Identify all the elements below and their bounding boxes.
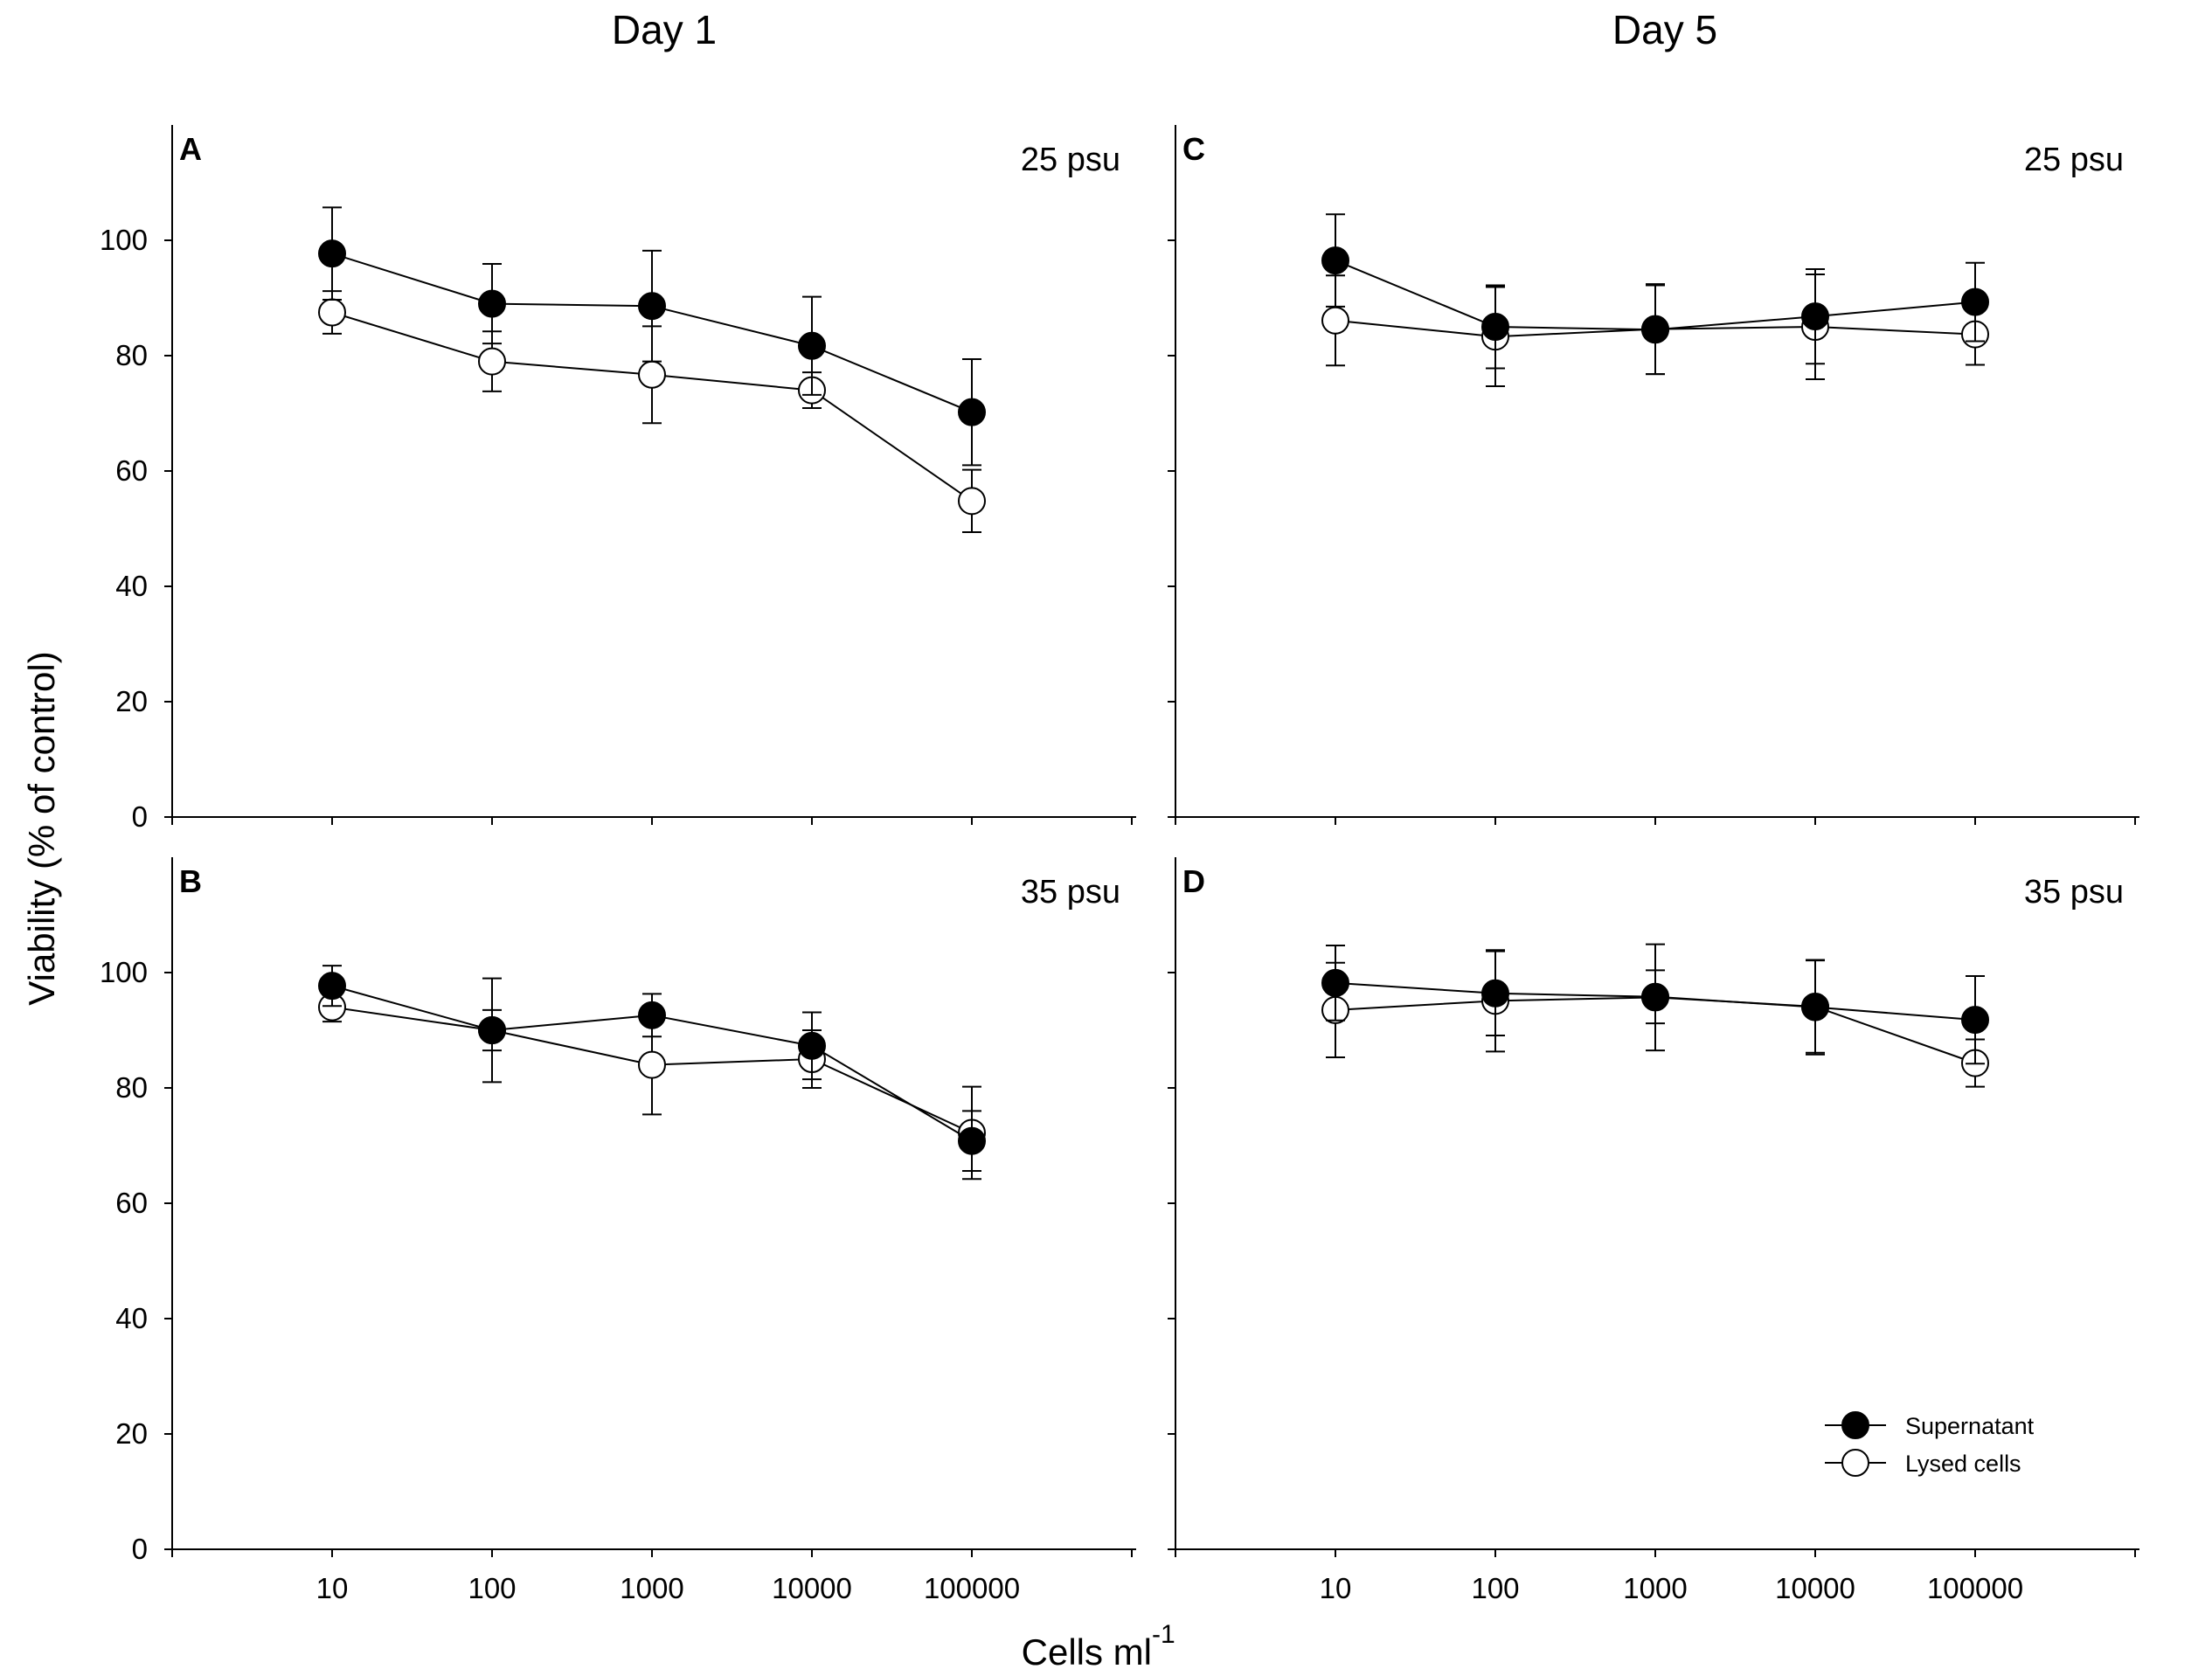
panel-a-lysed-cells-point	[638, 360, 666, 389]
legend: Supernatant Lysed cells	[1825, 1411, 2035, 1477]
panel-a-supernatant-point	[318, 239, 346, 268]
y-axis-title: Viability (% of control)	[21, 651, 62, 1005]
panel-d-supernatant-point	[1321, 968, 1349, 997]
x-axis-title-superscript: -1	[1152, 1620, 1175, 1649]
panel-a-y-tick-label: 80	[115, 339, 148, 371]
panel-b-y-tick-label: 40	[115, 1302, 148, 1334]
panel-a-lysed-cells-point	[478, 347, 506, 376]
panel-d-supernatant-point	[1641, 982, 1669, 1011]
panel-a-supernatant-point	[798, 331, 826, 360]
x-axis-title: Cells ml	[1022, 1631, 1152, 1673]
panel-d-x-tick-label: 100000	[1927, 1572, 2023, 1604]
panel-a-lysed-cells-point	[318, 298, 346, 327]
panel-a-y-tick-label: 60	[115, 454, 148, 487]
panel-b-y-tick-label: 0	[132, 1533, 148, 1565]
x-axis-title-main: Cells ml	[1022, 1631, 1152, 1673]
panel-b-supernatant-point	[798, 1031, 826, 1060]
panel-d-x-tick-label: 1000	[1623, 1572, 1687, 1604]
panel-a-salinity-label: 25 psu	[1021, 142, 1120, 178]
panel-a-y-tick-label: 100	[100, 224, 148, 256]
panel-d-salinity-label: 35 psu	[2024, 874, 2124, 911]
panel-c-supernatant-point	[1641, 315, 1669, 344]
column-title-day5: Day 5	[1612, 7, 1717, 52]
panel-c-letter: C	[1182, 131, 1205, 167]
panel-b-salinity-label: 35 psu	[1021, 874, 1120, 911]
panel-a-supernatant-point	[478, 289, 506, 318]
panel-b-letter: B	[179, 863, 202, 899]
panel-d-letter: D	[1182, 863, 1205, 899]
panel-b-supernatant-point	[638, 1001, 666, 1029]
panel-b-x-tick-label: 1000	[620, 1572, 683, 1604]
panel-c-salinity-label: 25 psu	[2024, 142, 2124, 178]
panel-b-supernatant-point	[478, 1016, 506, 1044]
panel-c-supernatant-point	[1961, 287, 1989, 316]
panel-c-lysed-cells-point	[1321, 306, 1349, 335]
panel-A: 0 20 40 60 80 100 A 25 psu	[100, 125, 1136, 833]
panel-c-supernatant-point	[1481, 313, 1509, 341]
panel-a-lysed-cells-point	[958, 487, 986, 516]
panel-a-y-tick-label: 40	[115, 570, 148, 602]
legend-supernatant-marker	[1841, 1411, 1869, 1439]
legend-lysed-label: Lysed cells	[1905, 1451, 2021, 1477]
panel-a-letter: A	[179, 131, 202, 167]
panel-b-y-tick-label: 80	[115, 1071, 148, 1104]
panel-c-supernatant-point	[1321, 246, 1349, 275]
panel-d-x-tick-label: 10	[1320, 1572, 1352, 1604]
panel-b-y-tick-label: 20	[115, 1417, 148, 1450]
panel-b-lysed-cells-point	[638, 1050, 666, 1079]
panel-d-supernatant-point	[1481, 979, 1509, 1008]
panel-D: 10 100 1000 10000 100000 D 35 psu	[1168, 857, 2139, 1604]
panel-b-x-tick-label: 100	[468, 1572, 516, 1604]
panel-d-supernatant-point	[1801, 993, 1829, 1022]
column-title-day1: Day 1	[612, 7, 717, 52]
panel-a-supernatant-point	[958, 398, 986, 426]
panel-b-x-tick-label: 100000	[924, 1572, 1020, 1604]
panel-d-x-tick-label: 10000	[1775, 1572, 1855, 1604]
panel-b-x-tick-label: 10000	[772, 1572, 852, 1604]
legend-supernatant-label: Supernatant	[1905, 1413, 2035, 1439]
panel-c-supernatant-point	[1801, 302, 1829, 331]
panel-b-y-tick-label: 60	[115, 1187, 148, 1219]
panel-d-x-tick-label: 100	[1471, 1572, 1519, 1604]
panel-B: 0 20 40 60 80 100 10 100 1000 10000 100000 B 35 psu	[100, 857, 1136, 1604]
panel-b-y-tick-label: 100	[100, 956, 148, 988]
panel-a-y-tick-label: 20	[115, 685, 148, 717]
panel-b-x-tick-label: 10	[316, 1572, 349, 1604]
panel-b-supernatant-point	[318, 972, 346, 1001]
panel-b-supernatant-point	[958, 1126, 986, 1155]
panel-d-supernatant-point	[1961, 1006, 1989, 1035]
panel-C: C 25 psu	[1168, 125, 2139, 825]
panel-a-y-tick-label: 0	[132, 800, 148, 833]
legend-lysed-marker	[1841, 1449, 1869, 1477]
panel-a-supernatant-point	[638, 292, 666, 321]
